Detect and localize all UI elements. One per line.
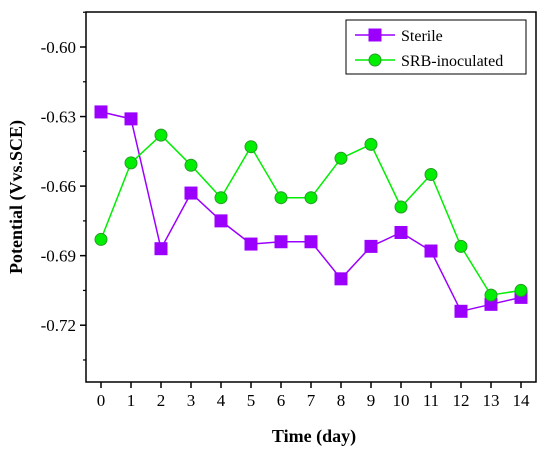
x-tick-label: 1 <box>127 391 136 410</box>
data-point <box>214 214 228 228</box>
data-point <box>514 283 528 297</box>
data-point <box>244 237 258 251</box>
y-tick-label: -0.72 <box>41 316 76 335</box>
x-tick-label: 3 <box>187 391 196 410</box>
y-axis: -0.60 -0.63 -0.66 -0.69 -0.72 <box>41 11 86 361</box>
data-point <box>274 191 288 205</box>
series-layer <box>94 105 528 318</box>
x-tick-label: 11 <box>423 391 439 410</box>
data-point <box>184 186 198 200</box>
data-point <box>124 112 138 126</box>
y-tick-label: -0.63 <box>41 108 76 127</box>
data-point <box>214 191 228 205</box>
data-point <box>184 158 198 172</box>
x-tick-label: 9 <box>367 391 376 410</box>
data-point <box>154 242 168 256</box>
data-point <box>394 200 408 214</box>
x-tick-label: 10 <box>393 391 410 410</box>
x-tick-label: 5 <box>247 391 256 410</box>
data-point <box>244 140 258 154</box>
y-tick-label: -0.69 <box>41 247 76 266</box>
x-tick-label: 6 <box>277 391 286 410</box>
data-point <box>304 191 318 205</box>
x-axis: 0 1 2 3 4 5 6 7 8 9 10 11 12 13 14 <box>97 382 530 410</box>
x-axis-title: Time (day) <box>272 426 356 447</box>
data-point <box>94 105 108 119</box>
data-point <box>424 244 438 258</box>
data-point <box>484 288 498 302</box>
data-point <box>94 232 108 246</box>
legend: Sterile SRB-inoculated <box>345 19 527 75</box>
x-tick-label: 8 <box>337 391 346 410</box>
data-point <box>364 137 378 151</box>
legend-marker-sterile <box>368 28 382 42</box>
x-tick-label: 14 <box>513 391 531 410</box>
x-tick-label: 12 <box>453 391 470 410</box>
legend-marker-srb <box>368 53 382 67</box>
y-tick-label: -0.60 <box>41 38 76 57</box>
y-tick-label: -0.66 <box>41 177 76 196</box>
x-tick-label: 2 <box>157 391 166 410</box>
data-point <box>454 304 468 318</box>
legend-label-srb: SRB-inoculated <box>401 53 503 70</box>
data-point <box>334 272 348 286</box>
data-point <box>364 239 378 253</box>
x-tick-label: 13 <box>483 391 500 410</box>
data-point <box>454 239 468 253</box>
data-point <box>424 168 438 182</box>
y-axis-title: Potential (Vvs.SCE) <box>6 120 27 274</box>
data-point <box>334 151 348 165</box>
x-tick-label: 0 <box>97 391 106 410</box>
legend-label-sterile: Sterile <box>401 28 443 45</box>
x-tick-label: 4 <box>217 391 226 410</box>
data-point <box>154 128 168 142</box>
data-point <box>124 156 138 170</box>
data-point <box>394 225 408 239</box>
data-point <box>274 235 288 249</box>
x-tick-label: 7 <box>307 391 316 410</box>
data-point <box>304 235 318 249</box>
